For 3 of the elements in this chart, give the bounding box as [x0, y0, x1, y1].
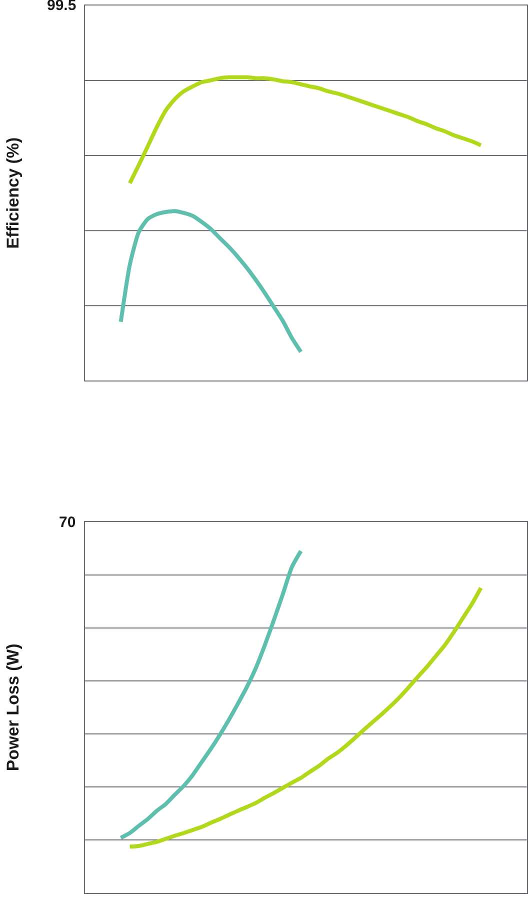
y-axis-title: Efficiency (%) [3, 137, 22, 249]
y-axis-title: Power Loss (W) [3, 644, 22, 772]
text: 70 [59, 514, 76, 531]
